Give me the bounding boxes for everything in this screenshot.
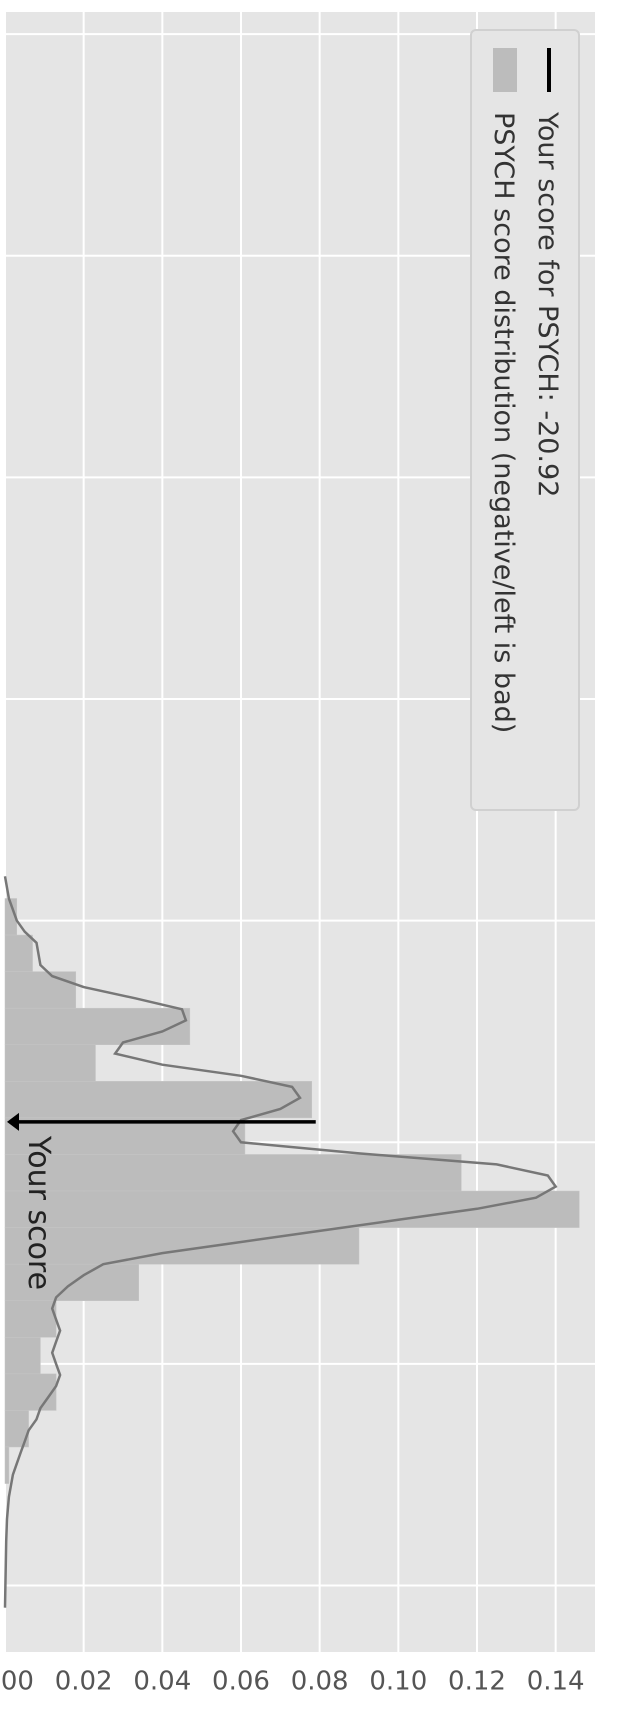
legend-box: [470, 29, 580, 811]
histogram-bar: [4, 1154, 462, 1192]
y-tick-label: 0.04: [133, 1667, 191, 1697]
y-tick-label: 0.08: [291, 1667, 349, 1697]
histogram-bar: [4, 1190, 580, 1228]
histogram-bar: [4, 1300, 57, 1338]
histogram-bar: [4, 1007, 191, 1046]
legend-swatch-distribution: [493, 48, 517, 92]
histogram-bar: [4, 1337, 41, 1375]
histogram-bars: [4, 898, 580, 1484]
y-tick-label: 0.10: [369, 1667, 427, 1697]
y-axis-tick-labels: 0.00 0.02 0.04 0.06 0.08 0.10 0.12 0.14: [0, 1667, 585, 1697]
legend-label-distribution: PSYCH score distribution (negative/left …: [488, 112, 519, 733]
score-arrow-head: [7, 1112, 19, 1131]
histogram-bar: [4, 934, 33, 972]
histogram-bar: [4, 1446, 10, 1484]
legend-label-your-score: Your score for PSYCH: -20.92: [532, 111, 563, 497]
density-curve: [3, 876, 558, 1608]
y-tick-label: 0.14: [527, 1667, 585, 1697]
y-tick-label: 0.00: [0, 1667, 34, 1697]
legend: Your score for PSYCH: -20.92 PSYCH score…: [470, 29, 580, 811]
score-marker: Your score: [7, 1112, 316, 1290]
histogram-bar: [4, 971, 77, 1009]
plot-area-rotated: Your score −70−60−50−40−30−20−100 0.000.…: [0, 12, 595, 1697]
score-arrow-label: Your score: [21, 1135, 56, 1290]
y-tick-label: 0.12: [448, 1667, 506, 1697]
y-tick-label: 0.02: [55, 1667, 113, 1697]
y-tick-label: 0.06: [212, 1667, 270, 1697]
histogram-bar: [4, 1373, 57, 1411]
histogram-bar: [4, 1044, 96, 1082]
